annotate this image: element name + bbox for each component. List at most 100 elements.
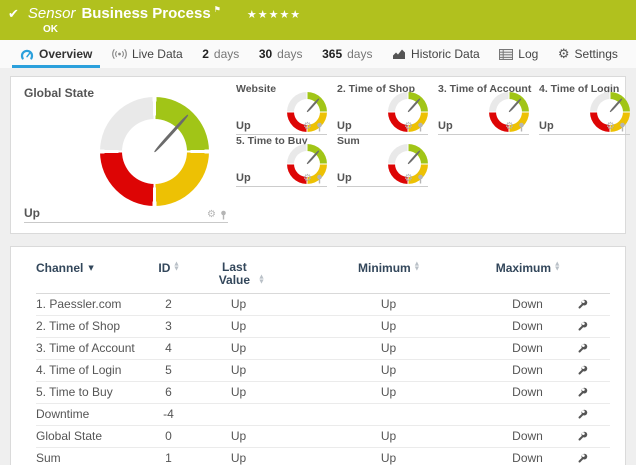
table-row[interactable]: 2. Time of Shop 3 Up Up Down — [36, 316, 610, 338]
table-row[interactable]: Downtime -4 — [36, 404, 610, 426]
sort-icon[interactable]: ▲ ▼ — [174, 261, 179, 272]
tab-log[interactable]: Log — [495, 40, 542, 68]
wrench-icon — [578, 387, 588, 397]
cell-maximum: Down — [512, 319, 543, 333]
gear-icon[interactable]: ⚙ — [404, 121, 413, 132]
cell-channel: 2. Time of Shop — [36, 319, 121, 333]
sort-icon[interactable]: ▲ ▼ — [414, 261, 419, 272]
cell-channel: 3. Time of Account — [36, 341, 135, 355]
column-label: Minimum — [358, 261, 411, 275]
channel-settings-button[interactable] — [569, 360, 596, 381]
page-title: Business Process ⚑ — [81, 5, 220, 22]
sensor-name: Business Process — [81, 5, 211, 22]
tile-title: 2. Time of Shop — [337, 83, 415, 95]
priority-stars[interactable]: ★★★★★ — [246, 8, 302, 21]
cell-channel: 4. Time of Login — [36, 363, 122, 377]
cell-minimum: Up — [380, 451, 397, 465]
cell-maximum: Down — [512, 341, 543, 355]
tile-value: Up — [236, 172, 251, 184]
channel-settings-button[interactable] — [569, 338, 596, 359]
cell-maximum: Down — [512, 385, 543, 399]
cell-minimum: Up — [380, 341, 397, 355]
table-row[interactable]: 4. Time of Login 5 Up Up Down — [36, 360, 610, 382]
pin-icon[interactable] — [315, 174, 324, 184]
gauge-needle — [306, 149, 320, 165]
tile-title: 5. Time to Buy — [236, 135, 308, 147]
gear-icon[interactable]: ⚙ — [207, 209, 216, 220]
pin-icon[interactable] — [315, 122, 324, 132]
channel-settings-button[interactable] — [569, 448, 596, 465]
cell-maximum — [486, 404, 569, 425]
flag-icon[interactable]: ⚑ — [213, 5, 221, 14]
channel-gauge-tiles: Website Up ⚙ 2. Time of Shop Up ⚙ 3. Tim — [236, 83, 630, 187]
tab-365-days[interactable]: 365 days — [318, 40, 376, 68]
channel-settings-button[interactable] — [569, 382, 596, 403]
gauge-needle — [153, 113, 190, 153]
global-state-gauge[interactable] — [100, 97, 209, 206]
channel-gauge-tile[interactable]: 5. Time to Buy Up ⚙ — [236, 135, 327, 187]
tab-number: 2 — [202, 47, 209, 61]
channel-settings-button[interactable] — [569, 294, 596, 315]
wrench-icon — [578, 431, 588, 441]
cell-maximum: Down — [512, 297, 543, 311]
tab-number: 30 — [258, 47, 273, 61]
tile-title: Website — [236, 83, 277, 95]
pin-icon[interactable] — [219, 210, 228, 220]
column-header-minimum[interactable]: Minimum ▲ ▼ — [291, 261, 486, 275]
channel-gauge-tile[interactable]: Sum Up ⚙ — [337, 135, 428, 187]
tab-30-days[interactable]: 30 days — [255, 40, 307, 68]
tile-value: Up — [236, 120, 251, 132]
cell-last-value: Up — [230, 385, 247, 399]
tab-live-data[interactable]: Live Data — [108, 40, 187, 68]
table-row[interactable]: 5. Time to Buy 6 Up Up Down — [36, 382, 610, 404]
table-row[interactable]: Sum 1 Up Up Down — [36, 448, 610, 465]
sort-icon[interactable]: ▲ ▼ — [259, 274, 264, 285]
cell-maximum: Down — [512, 429, 543, 443]
sort-icon[interactable]: ▲ ▼ — [555, 261, 560, 272]
gear-icon[interactable]: ⚙ — [505, 121, 514, 132]
log-list-icon — [499, 48, 514, 60]
wrench-icon — [578, 453, 588, 463]
gear-icon[interactable]: ⚙ — [606, 121, 615, 132]
pin-icon[interactable] — [618, 122, 627, 132]
column-header-id[interactable]: ID ▲ ▼ — [151, 261, 186, 275]
cell-minimum: Up — [380, 429, 397, 443]
gear-icon[interactable]: ⚙ — [303, 173, 312, 184]
channel-settings-button[interactable] — [569, 426, 596, 447]
table-row[interactable]: 3. Time of Account 4 Up Up Down — [36, 338, 610, 360]
channel-settings-button[interactable] — [569, 316, 596, 337]
channel-gauge-tile[interactable]: Website Up ⚙ — [236, 83, 327, 135]
cell-id: 3 — [165, 319, 172, 333]
tab-settings[interactable]: ⚙ Settings — [554, 40, 622, 68]
cell-minimum: Up — [380, 385, 397, 399]
column-header-channel[interactable]: Channel ▼ — [36, 261, 151, 275]
column-header-last-value[interactable]: Last Value ▲ ▼ — [186, 261, 291, 287]
wrench-icon — [578, 409, 588, 419]
cell-minimum — [291, 404, 486, 425]
column-header-maximum[interactable]: Maximum ▲ ▼ — [486, 261, 569, 275]
channel-gauge-tile[interactable]: 2. Time of Shop Up ⚙ — [337, 83, 428, 135]
cell-last-value: Up — [230, 451, 247, 465]
pin-icon[interactable] — [416, 122, 425, 132]
channel-gauge-tile[interactable]: 4. Time of Login Up ⚙ — [539, 83, 630, 135]
table-row[interactable]: Global State 0 Up Up Down — [36, 426, 610, 448]
cell-channel: Sum — [36, 451, 61, 465]
channel-gauge[interactable] — [388, 92, 428, 132]
tab-historic-data[interactable]: Historic Data — [388, 40, 484, 68]
tab-2-days[interactable]: 2 days — [198, 40, 243, 68]
object-kind-label: Sensor — [27, 5, 76, 22]
gear-icon[interactable]: ⚙ — [404, 173, 413, 184]
status-badge: OK — [43, 24, 58, 35]
pin-icon[interactable] — [517, 122, 526, 132]
tab-label: days — [347, 47, 373, 61]
live-signal-icon — [112, 48, 127, 60]
pin-icon[interactable] — [416, 174, 425, 184]
tab-overview[interactable]: Overview — [11, 40, 101, 68]
channel-gauge-tile[interactable]: 3. Time of Account Up ⚙ — [438, 83, 531, 135]
column-label: Last Value — [218, 260, 251, 287]
gear-icon[interactable]: ⚙ — [303, 121, 312, 132]
channel-settings-button[interactable] — [569, 404, 596, 425]
table-row[interactable]: 1. Paessler.com 2 Up Up Down — [36, 294, 610, 316]
wrench-icon — [578, 299, 588, 309]
tab-label: days — [277, 47, 303, 61]
